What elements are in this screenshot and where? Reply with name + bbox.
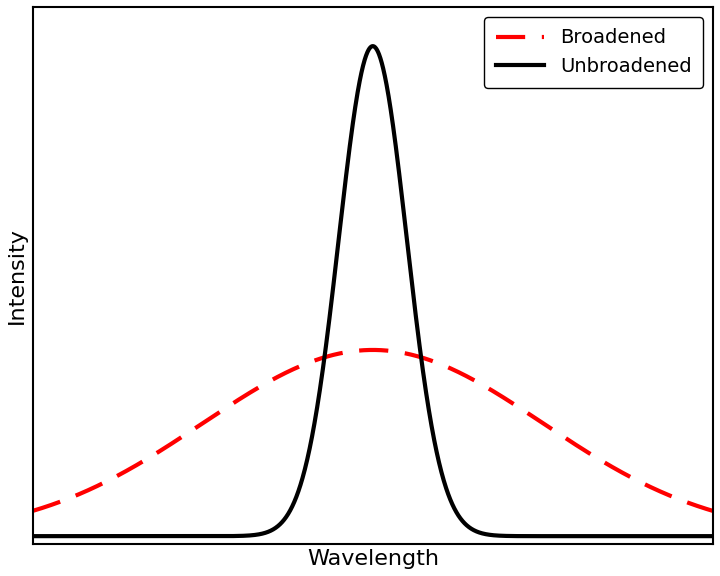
Unbroadened <box>341 179 350 185</box>
Unbroadened <box>28 533 37 540</box>
Unbroadened <box>689 533 698 540</box>
Broadened <box>369 347 377 354</box>
Unbroadened <box>564 533 573 540</box>
Unbroadened <box>359 61 368 68</box>
Broadened <box>689 501 698 508</box>
Broadened <box>341 349 350 356</box>
Broadened <box>359 347 368 354</box>
Line: Broadened: Broadened <box>32 350 713 511</box>
Line: Unbroadened: Unbroadened <box>32 46 713 536</box>
Broadened <box>63 495 71 502</box>
Unbroadened <box>708 533 717 540</box>
Broadened <box>689 501 698 508</box>
Broadened <box>564 437 573 444</box>
Unbroadened <box>689 533 698 540</box>
X-axis label: Wavelength: Wavelength <box>307 549 438 569</box>
Unbroadened <box>369 43 377 50</box>
Y-axis label: Intensity: Intensity <box>7 227 27 324</box>
Broadened <box>28 507 37 514</box>
Unbroadened <box>63 533 71 540</box>
Legend: Broadened, Unbroadened: Broadened, Unbroadened <box>485 17 703 88</box>
Broadened <box>708 507 717 514</box>
